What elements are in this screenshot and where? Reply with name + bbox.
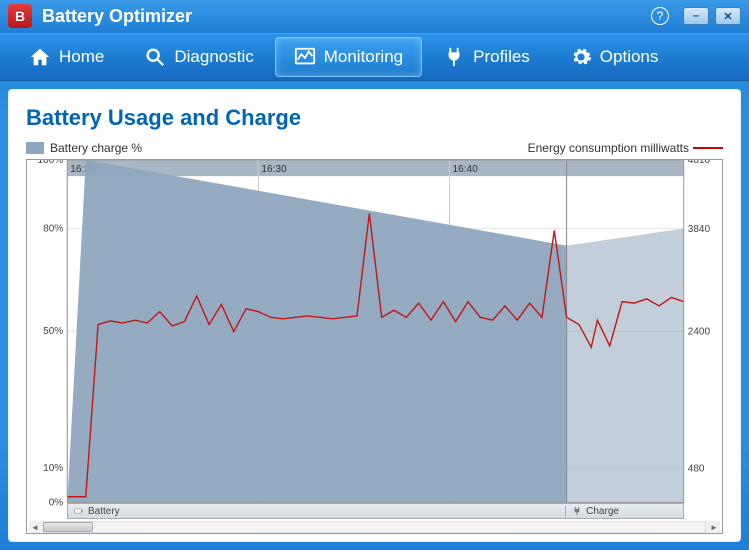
minimize-button[interactable]: –: [683, 7, 709, 25]
scroll-right-arrow[interactable]: ►: [708, 521, 720, 533]
app-icon: B: [8, 4, 32, 28]
svg-text:80%: 80%: [43, 224, 63, 235]
nav-label: Options: [600, 47, 659, 67]
nav-home[interactable]: Home: [10, 37, 123, 77]
svg-text:16:30: 16:30: [261, 164, 287, 175]
nav-label: Profiles: [473, 47, 530, 67]
plug-icon: [443, 46, 465, 68]
nav-options[interactable]: Options: [551, 37, 678, 77]
svg-text:100%: 100%: [38, 160, 64, 166]
navbar: Home Diagnostic Monitoring Profiles Opti…: [0, 33, 749, 82]
window-title: Battery Optimizer: [42, 6, 651, 27]
nav-diagnostic[interactable]: Diagnostic: [125, 37, 272, 77]
svg-text:2400: 2400: [688, 327, 711, 338]
magnifier-icon: [144, 46, 166, 68]
plug-small-icon: [572, 506, 582, 516]
svg-text:10%: 10%: [43, 464, 63, 475]
chart-icon: [294, 46, 316, 68]
content-area: Battery Usage and Charge Battery charge …: [8, 89, 741, 542]
svg-text:0%: 0%: [49, 498, 64, 509]
svg-text:50%: 50%: [43, 327, 63, 338]
legend-line-label: Energy consumption milliwatts: [528, 141, 689, 155]
battery-icon: [74, 506, 84, 516]
nav-label: Monitoring: [324, 47, 403, 67]
nav-label: Diagnostic: [174, 47, 253, 67]
chart-mode-bar: Battery Charge: [67, 503, 684, 519]
titlebar: B Battery Optimizer ? – ✕: [0, 0, 749, 33]
chart-scrollbar[interactable]: ◄ ►: [29, 521, 720, 533]
chart-container: 0%10%50%80%100%48024003840481016:2016:30…: [26, 159, 723, 534]
mode-segment-battery: Battery: [68, 506, 566, 517]
chart-legend: Battery charge % Energy consumption mill…: [26, 141, 723, 155]
home-icon: [29, 46, 51, 68]
svg-text:3840: 3840: [688, 224, 711, 235]
page-title: Battery Usage and Charge: [26, 105, 723, 131]
nav-monitoring[interactable]: Monitoring: [275, 37, 422, 77]
scroll-thumb[interactable]: [43, 522, 93, 532]
gear-icon: [570, 46, 592, 68]
nav-label: Home: [59, 47, 104, 67]
help-icon[interactable]: ?: [651, 7, 669, 25]
legend-area-label: Battery charge %: [50, 141, 142, 155]
mode-label: Battery: [88, 506, 120, 517]
scroll-left-arrow[interactable]: ◄: [29, 521, 41, 533]
legend-swatch-line: [693, 147, 723, 149]
svg-text:16:40: 16:40: [453, 164, 479, 175]
legend-swatch-area: [26, 142, 44, 154]
nav-profiles[interactable]: Profiles: [424, 37, 549, 77]
mode-segment-charge: Charge: [566, 506, 683, 517]
svg-text:4810: 4810: [688, 160, 711, 166]
close-button[interactable]: ✕: [715, 7, 741, 25]
svg-text:480: 480: [688, 464, 705, 475]
mode-label: Charge: [586, 506, 619, 517]
usage-chart: 0%10%50%80%100%48024003840481016:2016:30…: [27, 160, 722, 533]
app-window: B Battery Optimizer ? – ✕ Home Diagnosti…: [0, 0, 749, 550]
scroll-track[interactable]: [43, 521, 706, 533]
